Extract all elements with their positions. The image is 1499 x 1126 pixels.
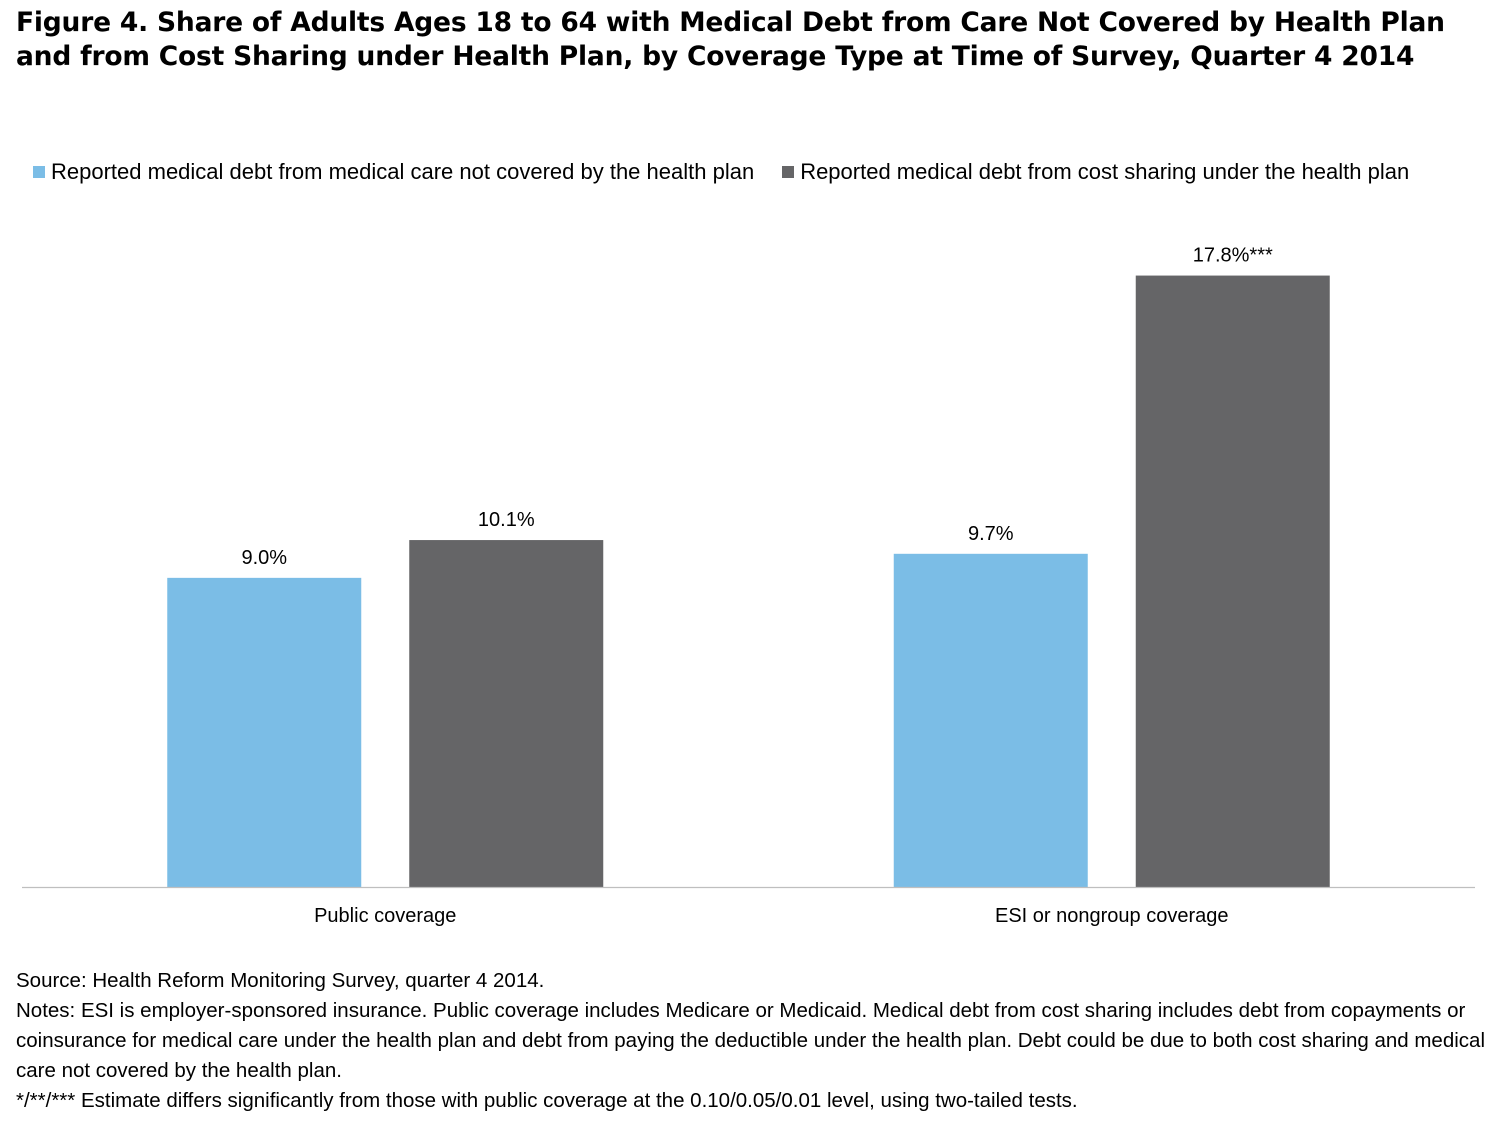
bar-series0-cat1 <box>893 553 1088 887</box>
data-label-series1-cat0: 10.1% <box>478 509 535 531</box>
significance-note: */**/*** Estimate differs significantly … <box>16 1089 1078 1112</box>
legend-swatch-not-covered <box>33 166 45 178</box>
chart-title: Figure 4. Share of Adults Ages 18 to 64 … <box>16 7 1445 72</box>
data-label-series0-cat0: 9.0% <box>241 547 287 569</box>
bar-series1-cat1 <box>1135 275 1330 887</box>
source-note: Source: Health Reform Monitoring Survey,… <box>16 969 545 992</box>
bar-series1-cat0 <box>409 540 604 887</box>
legend-item-not-covered: Reported medical debt from medical care … <box>33 159 754 185</box>
legend-item-cost-sharing: Reported medical debt from cost sharing … <box>782 159 1409 185</box>
data-label-series0-cat1: 9.7% <box>968 523 1014 545</box>
legend-swatch-cost-sharing <box>782 166 795 178</box>
chart-legend: Reported medical debt from medical care … <box>33 158 1493 186</box>
data-label-series1-cat1: 17.8%*** <box>1193 245 1273 267</box>
category-label-0: Public coverage <box>314 905 456 927</box>
bar-chart: 9.0% 10.1% Public coverage 9.7% 17.8%*** ESI … <box>22 245 1475 927</box>
category-label-1: ESI or nongroup coverage <box>995 905 1229 927</box>
bar-series0-cat0 <box>167 577 362 887</box>
chart-notes: Source: Health Reform Monitoring Survey,… <box>16 966 1486 1116</box>
notes-text: Notes: ESI is employer-sponsored insuran… <box>16 999 1485 1082</box>
legend-label-not-covered: Reported medical debt from medical care … <box>51 159 755 184</box>
legend-label-cost-sharing: Reported medical debt from cost sharing … <box>800 159 1410 184</box>
